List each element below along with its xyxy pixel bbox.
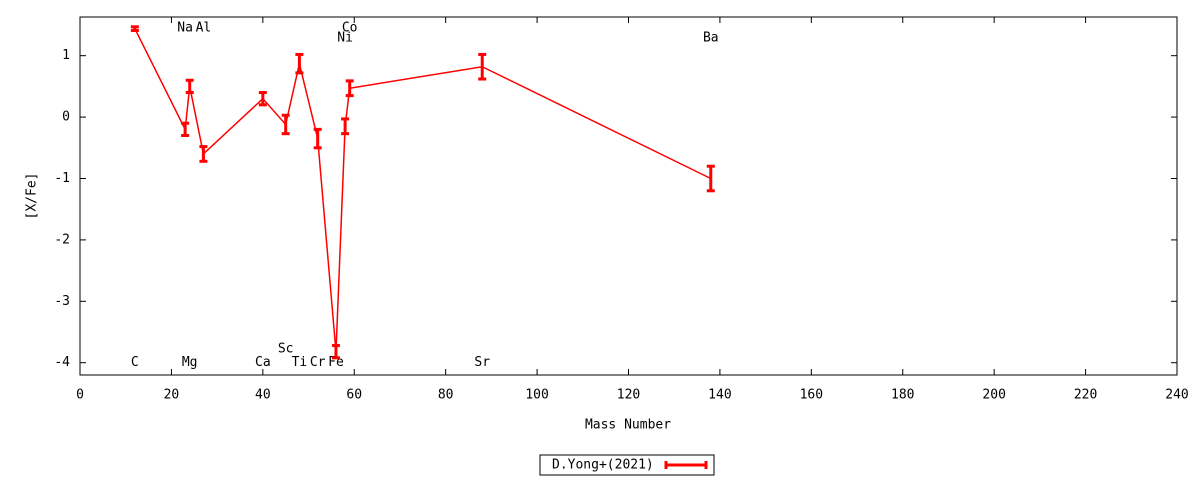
element-label: Al [196, 21, 212, 36]
y-tick-label: -3 [54, 294, 70, 309]
error-bar [345, 79, 354, 98]
element-label: Ti [292, 355, 308, 370]
element-label: Ca [255, 355, 271, 370]
element-label: Ba [703, 30, 719, 45]
x-tick-label: 200 [982, 388, 1005, 403]
error-bar [199, 145, 208, 163]
legend-box [539, 454, 715, 476]
element-label: Cr [310, 355, 326, 370]
x-tick-label: 0 [76, 388, 84, 403]
x-tick-label: 80 [438, 388, 454, 403]
plot-frame [79, 16, 1178, 376]
error-bar [313, 127, 322, 150]
y-tick-label: 0 [62, 110, 70, 125]
y-tick-label: -1 [54, 171, 70, 186]
y-tick-label: -4 [54, 355, 70, 370]
x-tick-label: 60 [346, 388, 362, 403]
error-bar [295, 52, 304, 75]
error-bar [341, 117, 350, 136]
x-tick-label: 140 [708, 388, 731, 403]
y-axis-label: [X/Fe] [25, 173, 40, 220]
element-label: C [131, 355, 139, 370]
error-bar [331, 344, 340, 360]
x-tick-label: 20 [164, 388, 180, 403]
x-tick-label: 120 [617, 388, 640, 403]
x-tick-label: 100 [525, 388, 548, 403]
x-tick-label: 220 [1074, 388, 1097, 403]
element-label: Sr [474, 355, 490, 370]
x-tick-label: 40 [255, 388, 271, 403]
error-bar [281, 113, 290, 136]
error-bar [478, 52, 487, 81]
error-bar [181, 121, 190, 138]
element-label: Sc [278, 342, 294, 357]
error-bar [258, 91, 267, 107]
x-axis-label: Mass Number [585, 418, 671, 433]
element-label: Mg [182, 355, 198, 370]
element-label: Ni [337, 30, 353, 45]
element-label: Co [342, 21, 358, 36]
y-tick-label: 1 [62, 48, 70, 63]
x-tick-label: 180 [891, 388, 914, 403]
error-bar [706, 164, 715, 193]
legend-label: D.Yong+(2021) [552, 458, 654, 473]
x-tick-label: 240 [1165, 388, 1188, 403]
element-label: Na [177, 21, 193, 36]
y-tick-label: -2 [54, 232, 70, 247]
error-bar [185, 78, 194, 95]
x-tick-label: 160 [800, 388, 823, 403]
error-bar [130, 25, 139, 33]
series-line [134, 28, 712, 352]
